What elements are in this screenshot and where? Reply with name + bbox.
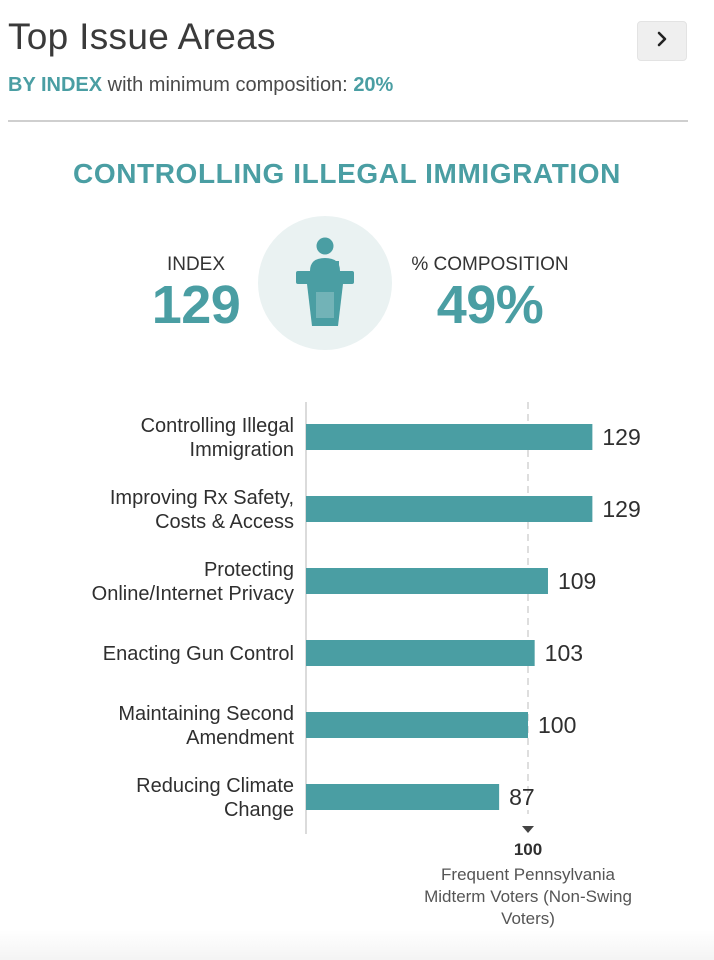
category-label: Protecting [204, 559, 294, 581]
category-label: Immigration [190, 439, 294, 461]
chevron-right-icon [655, 31, 669, 52]
bar [306, 784, 500, 810]
page-title: Top Issue Areas [8, 16, 276, 57]
category-label: Change [224, 799, 294, 821]
category-label: Online/Internet Privacy [92, 583, 294, 605]
reference-caption: Midterm Voters (Non-Swing [424, 887, 632, 906]
category-label: Amendment [186, 727, 294, 749]
bar [306, 424, 593, 450]
bar-value-label: 87 [509, 784, 535, 810]
bar [306, 640, 535, 666]
bar-value-label: 103 [545, 640, 583, 666]
subtitle: BY INDEX with minimum composition: 20% [8, 74, 393, 97]
reference-marker-icon [522, 826, 534, 833]
sort-mode-label[interactable]: BY INDEX [8, 74, 103, 96]
reference-caption: Frequent Pennsylvania [441, 865, 615, 884]
bar-value-label: 129 [602, 496, 640, 522]
category-label: Enacting Gun Control [103, 643, 294, 665]
category-label: Improving Rx Safety, [110, 487, 294, 509]
bar [306, 568, 548, 594]
category-label: Controlling Illegal [141, 415, 294, 437]
bar [306, 712, 528, 738]
min-composition-value[interactable]: 20% [353, 74, 394, 96]
bar-value-label: 129 [602, 424, 640, 450]
podium-speaker-icon [296, 237, 354, 326]
bar-value-label: 109 [558, 568, 596, 594]
bottom-fade [0, 930, 714, 960]
divider [8, 120, 688, 122]
category-label: Costs & Access [155, 511, 294, 533]
subtitle-text: with minimum composition: [107, 74, 348, 96]
index-value: 129 [151, 275, 241, 335]
bar [306, 496, 593, 522]
composition-label: % COMPOSITION [411, 254, 569, 275]
category-label: Reducing Climate [136, 775, 294, 797]
reference-value-label: 100 [514, 840, 542, 859]
reference-caption: Voters) [501, 909, 555, 928]
composition-value: 49% [436, 275, 544, 335]
featured-icon-circle [258, 216, 392, 350]
bar-value-label: 100 [538, 712, 576, 738]
category-label: Maintaining Second [118, 703, 294, 725]
featured-issue-heading: CONTROLLING ILLEGAL IMMIGRATION [73, 158, 621, 189]
next-button[interactable] [637, 21, 687, 61]
index-label: INDEX [166, 254, 226, 275]
